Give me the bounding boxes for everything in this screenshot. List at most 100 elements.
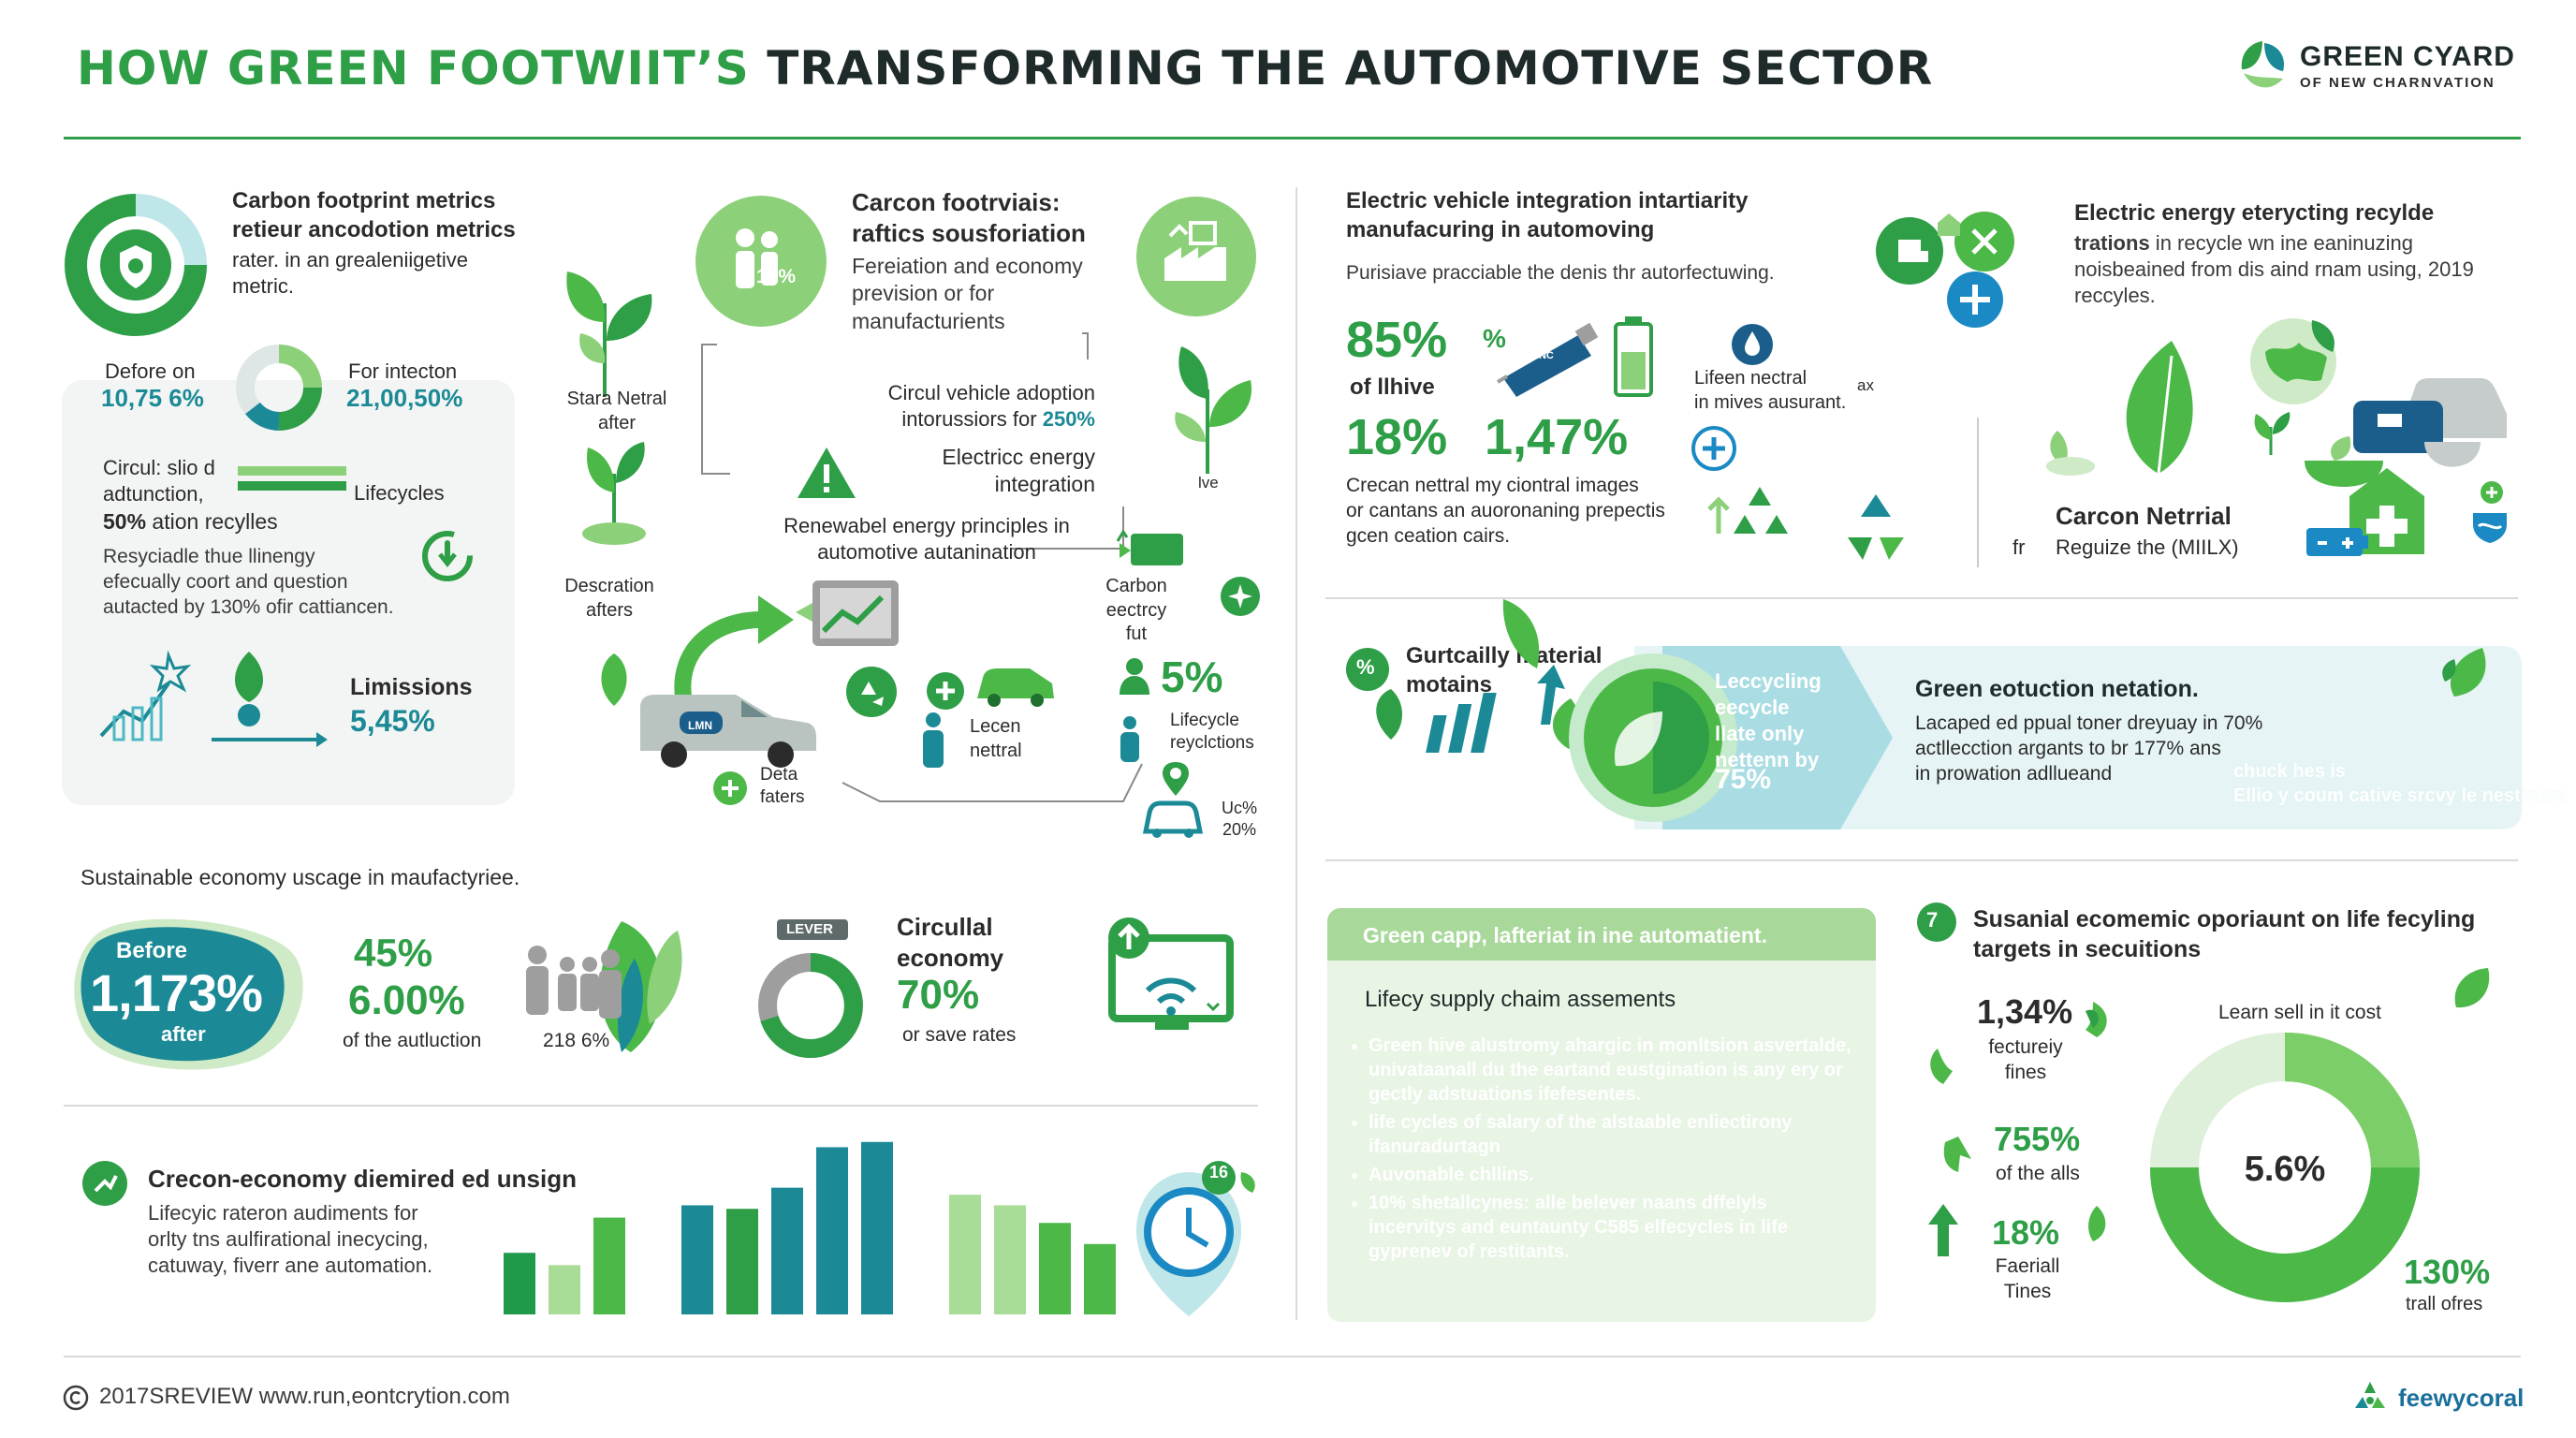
bar-10 bbox=[994, 1205, 1026, 1314]
monitor-chart-icon bbox=[796, 580, 899, 646]
curved-arrow-icon bbox=[674, 595, 794, 698]
s1-before-value: 10,75 6% bbox=[101, 384, 204, 412]
factory-circle-icon bbox=[1136, 197, 1256, 316]
s6-circ-sub: or save rates bbox=[902, 1024, 1017, 1046]
copyright-icon bbox=[63, 1385, 89, 1411]
progress-bar-1 bbox=[238, 466, 346, 476]
footer-logo-icon bbox=[2355, 1382, 2385, 1408]
carbon-flow-panel: 10% Carcon footrviais: raftics sousforia… bbox=[543, 183, 1273, 848]
s6-tag: LEVER bbox=[786, 921, 834, 937]
divider-left-mid bbox=[64, 1105, 1258, 1107]
leaf-arrows-icon bbox=[1928, 1002, 2107, 1256]
s5-banner-value: 75% bbox=[1715, 764, 1772, 795]
arrow-badge-icon bbox=[82, 1161, 127, 1206]
s1-circ-label: Circul: slio d adtunction, bbox=[103, 456, 215, 506]
s1-description: rater. in an grealeniigetive metric. bbox=[232, 248, 468, 299]
shield-plus-icon bbox=[2473, 481, 2507, 543]
s4-title: Electric energy eterycting recylde bbox=[2074, 200, 2435, 226]
leaf-banner-icon bbox=[2442, 648, 2486, 697]
bar-11 bbox=[1039, 1223, 1071, 1314]
leaf-corner-icon bbox=[2454, 968, 2490, 1008]
section-divider-vertical bbox=[1977, 418, 1979, 567]
s3-value-3: 1,47% bbox=[1485, 409, 1629, 465]
recycle-plant-icon bbox=[1707, 487, 1788, 534]
plus-circle-small-icon bbox=[713, 771, 747, 805]
s6-circ-value: 70% bbox=[897, 972, 980, 1018]
divider-right-mid bbox=[1325, 859, 2518, 861]
economy-chart-panel: Crecon-economy diemired ed unsign Lifecy… bbox=[62, 1110, 1269, 1335]
header: HOW GREEN FOOTWIIT’S TRANSFORMING THE AU… bbox=[0, 0, 2576, 140]
s3-value-1: 85% bbox=[1346, 312, 1448, 368]
s3-description-2: Crecan nettral my ciontral images or can… bbox=[1346, 475, 1665, 547]
s1-after-label: For intecton bbox=[348, 360, 458, 383]
s1-limissions-value: 5,45% bbox=[350, 704, 435, 738]
logo-name: GREEN CYARD bbox=[2300, 41, 2515, 72]
s5-badge: % bbox=[1356, 655, 1375, 679]
s4-desc-bold: trations bbox=[2074, 231, 2150, 255]
plant-arrow-icon bbox=[212, 652, 328, 747]
person-green-icon bbox=[1120, 658, 1149, 695]
s2-adoption-text: Circul vehicle adoption intorussiors for bbox=[887, 381, 1095, 432]
footer-right-text[interactable]: feewycoral bbox=[2398, 1384, 2525, 1412]
s8-bullet-0: Green hive alustromy ahargic in monltsio… bbox=[1368, 1034, 1855, 1107]
title-part-green: HOW GREEN FOOTWIIT’S bbox=[77, 41, 750, 95]
footer-left-text[interactable]: 2017SREVIEW www.run,eontcrytion.com bbox=[99, 1384, 510, 1409]
bar-1 bbox=[504, 1253, 535, 1314]
potted-sprout-icon bbox=[2254, 412, 2291, 455]
s1-circ-value: 50% bbox=[103, 509, 147, 534]
medical-cross-icon bbox=[2349, 468, 2424, 554]
s3-pct-symbol: % bbox=[1483, 324, 1506, 353]
large-donut-icon bbox=[2150, 1033, 2420, 1302]
percent-badge-icon bbox=[1346, 648, 1389, 691]
s6-before: Before bbox=[116, 938, 188, 963]
column-divider bbox=[1295, 187, 1297, 1320]
battery-cell-icon bbox=[1614, 316, 1653, 397]
s1-after-value: 21,00,50% bbox=[346, 384, 463, 412]
drop-badge-icon bbox=[1732, 324, 1773, 365]
s2-uc: Uc% 20% bbox=[1221, 799, 1257, 840]
s7-title: Crecon-economy diemired ed unsign bbox=[148, 1165, 577, 1193]
s2-badge: 10% bbox=[756, 266, 797, 287]
carbon-footprint-panel: Carbon footprint metrics retieur ancodot… bbox=[62, 183, 516, 805]
bar-2 bbox=[549, 1265, 580, 1314]
plus-blue-icon bbox=[1691, 426, 1736, 471]
people-group-icon bbox=[526, 921, 682, 1052]
s4-carcon-sub: Reguize the (MIILX) bbox=[2056, 536, 2239, 559]
logo-subtitle: OF NEW CHARNVATION bbox=[2300, 75, 2496, 91]
bar-6 bbox=[771, 1187, 803, 1314]
recycling-banner: Leccycling eecycle llate only nettenn by… bbox=[1559, 644, 2570, 831]
brand-logo[interactable]: GREEN CYARD OF NEW CHARNVATION bbox=[2232, 36, 2532, 101]
number-badge-icon bbox=[1917, 902, 1956, 942]
footer-divider bbox=[64, 1356, 2521, 1357]
s9-s3-label: Faeriall Tines bbox=[1995, 1255, 2060, 1302]
s7-description: Lifecyic rateron audiments for orlty tns… bbox=[148, 1201, 433, 1278]
s2-lifecycle-reyc: Lifecycle reyclctions bbox=[1170, 711, 1254, 754]
s7-pin-value: 16 bbox=[1209, 1163, 1229, 1181]
s6-value: 1,173% bbox=[90, 963, 263, 1022]
bowl-leaf-icon bbox=[2305, 436, 2383, 487]
person-teal-icon bbox=[1120, 716, 1139, 762]
supply-chain-panel: Green capp, lafteriat in ine automatient… bbox=[1327, 908, 1876, 1322]
van-icon bbox=[640, 695, 816, 768]
s3-description: Purisiave pracciable the denis thr autor… bbox=[1346, 262, 1775, 284]
s9-s1-label: fectureiy fines bbox=[1988, 1036, 2063, 1083]
panel-body bbox=[1327, 908, 1876, 1322]
s1-title: Carbon footprint metrics retieur ancodot… bbox=[232, 188, 516, 242]
s6-tag-box bbox=[777, 919, 848, 940]
s2-adoption: Circul vehicle adoption intorussiors for… bbox=[796, 354, 1095, 460]
s1-limissions-label: Limissions bbox=[350, 674, 473, 700]
s9-badge: 7 bbox=[1926, 908, 1939, 932]
header-divider bbox=[64, 137, 2521, 139]
s6-v600: 6.00% bbox=[348, 977, 465, 1023]
bar-9 bbox=[949, 1195, 981, 1314]
bar-4 bbox=[681, 1205, 713, 1314]
s4-description: trations in recycle wn ine eaninuzing no… bbox=[2074, 230, 2474, 309]
footer: 2017SREVIEW www.run,eontcrytion.com feew… bbox=[0, 1367, 2576, 1432]
syringe-icon bbox=[1496, 322, 1599, 397]
sprout-right-icon bbox=[1175, 346, 1251, 474]
s6-circ-title: Circullal economy bbox=[897, 913, 1004, 973]
ev-integration-panel: Electric vehicle integration intartiarit… bbox=[1339, 183, 1904, 586]
growth-chart-icon bbox=[99, 650, 192, 741]
s2-renewable: Renewabel energy principles in automotiv… bbox=[783, 514, 1070, 565]
s9-big-value: 130% bbox=[2404, 1253, 2491, 1291]
